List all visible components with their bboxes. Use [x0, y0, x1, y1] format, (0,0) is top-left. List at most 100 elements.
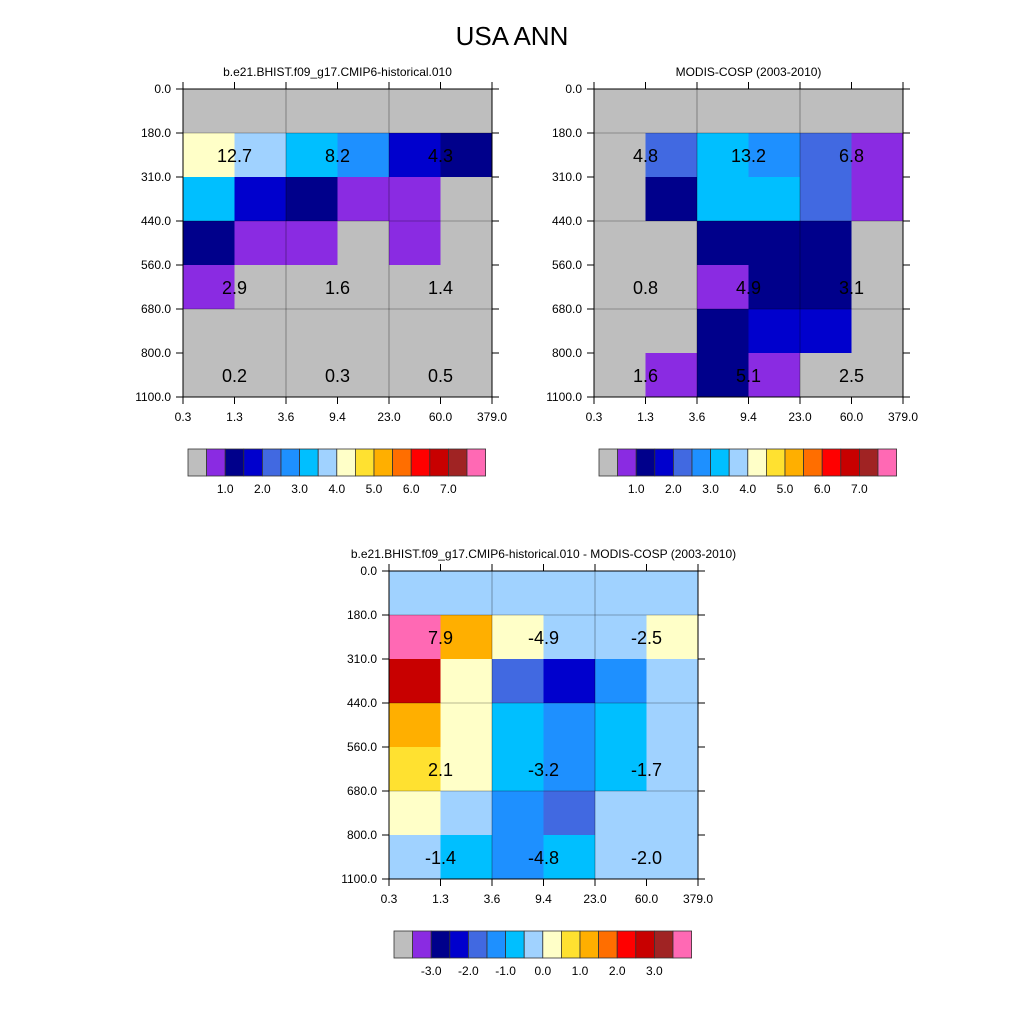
colorbar-label: 0.0 [534, 964, 551, 978]
heatmap-cell [234, 353, 287, 398]
heatmap-cell [697, 133, 749, 178]
x-tick-label: 23.0 [377, 410, 401, 424]
heatmap-cell [492, 571, 544, 616]
colorbar-segment [654, 448, 674, 477]
colorbar: 1.0 2.0 3.0 4.0 5.0 6.0 7.0 [187, 448, 487, 496]
heatmap-cell [492, 659, 544, 704]
cell-value-label: -3.2 [528, 760, 559, 780]
colorbar-label: -1.0 [495, 964, 516, 978]
heatmap-cell [645, 89, 698, 134]
colorbar-segment [616, 930, 637, 959]
colorbar-segment [392, 448, 412, 477]
heatmap-cell [800, 89, 852, 134]
heatmap-cell [800, 221, 852, 266]
colorbar-segment [747, 448, 767, 477]
colorbar-segment [672, 930, 693, 959]
heatmap-cell [646, 835, 699, 880]
panel-2: MODIS-COSP (2003-2010) 0.0 180.0 310.0 440.0… [546, 65, 918, 496]
colorbar-label: 1.0 [217, 482, 234, 496]
heatmap-cell [389, 133, 441, 178]
heatmap-cell [492, 615, 544, 660]
heatmap-cell [697, 221, 749, 266]
colorbar-label: 3.0 [702, 482, 719, 496]
heatmap-cell [645, 177, 698, 222]
heatmap-cell [851, 133, 904, 178]
colorbar-segment [877, 448, 898, 477]
heatmap-cell [183, 221, 235, 266]
heatmap-cell [543, 791, 596, 836]
heatmap-cell [645, 353, 698, 398]
x-tick-label: 60.0 [635, 892, 659, 906]
heatmap-cell [286, 177, 338, 222]
colorbar-label: 6.0 [403, 482, 420, 496]
x-tick-label: 60.0 [429, 410, 453, 424]
colorbar-segment [766, 448, 786, 477]
x-tick-label: 9.4 [535, 892, 552, 906]
heatmap-cell [337, 221, 390, 266]
y-tick-label: 0.0 [565, 82, 582, 96]
y-tick-label: 800.0 [347, 828, 377, 842]
y-tick-label: 440.0 [347, 696, 377, 710]
y-tick-label: 1100.0 [341, 872, 377, 886]
cell-value-label: 1.6 [633, 366, 658, 386]
colorbar-segment [449, 930, 469, 959]
colorbar-segment [635, 448, 656, 477]
y-tick-label: 560.0 [141, 258, 171, 272]
y-tick-label: 560.0 [347, 740, 377, 754]
heatmap-cell [389, 177, 441, 222]
cell-value-label: -1.7 [631, 760, 662, 780]
heatmap-cell [234, 221, 287, 266]
heatmap-cell [748, 221, 801, 266]
heatmap-cell [543, 615, 596, 660]
colorbar-segment [803, 448, 823, 477]
x-tick-label: 23.0 [788, 410, 812, 424]
cell-value-label: 6.8 [839, 146, 864, 166]
heatmap-cell [748, 89, 801, 134]
colorbar-segment [224, 448, 245, 477]
colorbar-segment [710, 448, 730, 477]
cell-value-label: 2.5 [839, 366, 864, 386]
heatmap-cell [697, 89, 749, 134]
y-tick-label: 310.0 [141, 170, 171, 184]
cell-value-label: 7.9 [428, 628, 453, 648]
y-tick-label: 560.0 [552, 258, 582, 272]
x-tick-label: 379.0 [477, 410, 507, 424]
heatmap-cell [389, 221, 441, 266]
panel-3: b.e21.BHIST.f09_g17.CMIP6-historical.010… [341, 547, 736, 978]
heatmap-cell [440, 221, 493, 266]
y-tick-label: 1100.0 [546, 390, 582, 404]
colorbar-segment [410, 448, 431, 477]
cell-value-label: 2.9 [222, 278, 247, 298]
cell-value-label: 1.6 [325, 278, 350, 298]
heatmap-cell [851, 265, 904, 310]
colorbar-segment [280, 448, 301, 477]
heatmap-cell [440, 177, 493, 222]
heatmap-cell [748, 353, 801, 398]
y-tick-label: 180.0 [347, 608, 377, 622]
heatmap-cell [851, 309, 904, 354]
colorbar-segment [691, 448, 712, 477]
heatmap-cell [595, 703, 647, 748]
heatmap-cell [183, 177, 235, 222]
heatmap-cell [594, 353, 646, 398]
cell-value-label: 4.3 [428, 146, 453, 166]
heatmap-cell [440, 791, 493, 836]
heatmap-cell [492, 747, 544, 792]
y-tick-label: 800.0 [141, 346, 171, 360]
heatmap-cell [595, 835, 647, 880]
colorbar-segment [542, 930, 562, 959]
heatmap-cell [389, 309, 441, 354]
x-tick-label: 1.3 [226, 410, 243, 424]
heatmap-cell [748, 133, 801, 178]
colorbar-segment [579, 930, 600, 959]
heatmap-cell [594, 221, 646, 266]
colorbar-segment [635, 930, 655, 959]
heatmap-cell [646, 659, 699, 704]
heatmap-cell [645, 309, 698, 354]
cell-value-label: 13.2 [731, 146, 766, 166]
heatmap-cell [697, 177, 749, 222]
cell-value-label: -4.9 [528, 628, 559, 648]
x-tick-label: 1.3 [432, 892, 449, 906]
heatmap-cell [748, 309, 801, 354]
colorbar-label: 5.0 [777, 482, 794, 496]
